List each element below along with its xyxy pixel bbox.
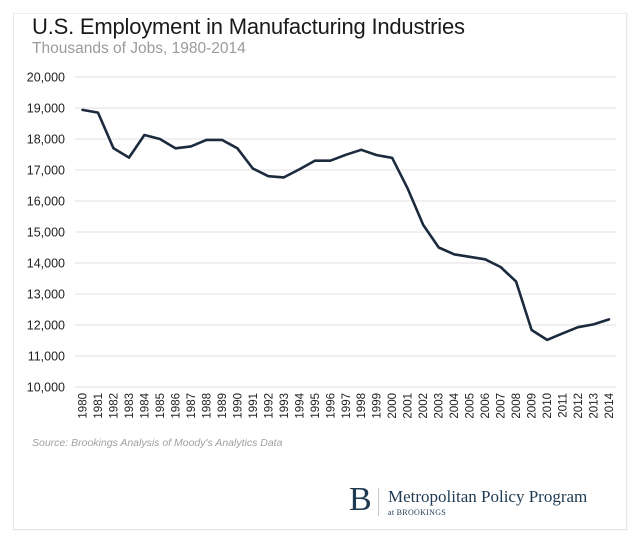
x-tick-label: 2008 <box>511 393 523 419</box>
x-tick-label: 1983 <box>124 393 136 419</box>
y-tick-label: 19,000 <box>27 102 65 116</box>
x-tick-label: 1997 <box>341 393 353 419</box>
gridlines <box>75 76 616 388</box>
x-tick-label: 2004 <box>449 392 461 418</box>
x-tick-label: 1993 <box>279 393 291 419</box>
y-axis-ticks: 10,000 11,000 12,000 13,000 14,000 15,000 16,0… <box>27 71 65 395</box>
x-tick-label: 1985 <box>155 393 167 419</box>
logo-divider <box>378 488 379 516</box>
x-tick-label: 2012 <box>573 393 585 419</box>
logo-subtitle: at BROOKINGS <box>388 508 447 517</box>
x-tick-label: 1991 <box>248 393 260 419</box>
logo-program-name: Metropolitan Policy Program <box>388 487 588 506</box>
x-tick-label: 1986 <box>170 393 182 419</box>
chart-frame <box>13 13 627 530</box>
x-tick-label: 2007 <box>496 393 508 419</box>
x-tick-label: 2010 <box>542 393 554 419</box>
brookings-b-icon: B <box>349 481 372 518</box>
x-tick-label: 1996 <box>325 393 337 419</box>
x-tick-label: 2013 <box>589 393 601 419</box>
x-tick-label: 1992 <box>263 393 275 419</box>
y-tick-label: 13,000 <box>27 288 65 302</box>
x-tick-label: 1998 <box>356 393 368 419</box>
x-tick-label: 1981 <box>93 393 105 419</box>
source-note: Source: Brookings Analysis of Moody's An… <box>32 437 283 449</box>
x-tick-label: 1987 <box>186 393 198 419</box>
x-tick-label: 2005 <box>465 393 477 419</box>
x-tick-label: 2001 <box>403 393 415 419</box>
x-tick-label: 1995 <box>310 393 322 419</box>
x-tick-label: 1980 <box>78 393 90 419</box>
chart-title: U.S. Employment in Manufacturing Industr… <box>32 14 465 39</box>
x-tick-label: 1989 <box>217 393 229 419</box>
x-tick-label: 2011 <box>558 393 570 418</box>
x-tick-label: 2009 <box>527 393 539 419</box>
y-tick-label: 20,000 <box>27 71 65 85</box>
x-tick-label: 2006 <box>480 393 492 419</box>
x-tick-label: 2002 <box>418 393 430 419</box>
x-tick-label: 1984 <box>139 392 151 418</box>
y-tick-label: 11,000 <box>28 350 65 364</box>
y-tick-label: 14,000 <box>27 257 65 271</box>
x-tick-label: 1982 <box>108 393 120 419</box>
x-tick-label: 2014 <box>604 392 616 418</box>
series-group <box>81 108 611 342</box>
x-tick-label: 2003 <box>434 393 446 419</box>
series-line <box>81 108 611 342</box>
x-tick-label: 1990 <box>232 393 244 419</box>
y-tick-label: 16,000 <box>27 195 65 209</box>
x-tick-label: 1994 <box>294 392 306 418</box>
y-tick-label: 10,000 <box>27 381 65 395</box>
y-tick-label: 15,000 <box>27 226 65 240</box>
x-tick-label: 2000 <box>387 393 399 419</box>
x-tick-label: 1999 <box>372 393 384 419</box>
y-tick-label: 18,000 <box>27 133 65 147</box>
x-tick-label: 1988 <box>201 393 213 419</box>
y-tick-label: 12,000 <box>27 319 65 333</box>
x-axis-ticks: 1980 1981 1982 1983 1984 1985 1986 1987 1988 1989… <box>78 392 617 418</box>
y-tick-label: 17,000 <box>27 164 65 178</box>
chart-subtitle: Thousands of Jobs, 1980-2014 <box>32 40 246 57</box>
